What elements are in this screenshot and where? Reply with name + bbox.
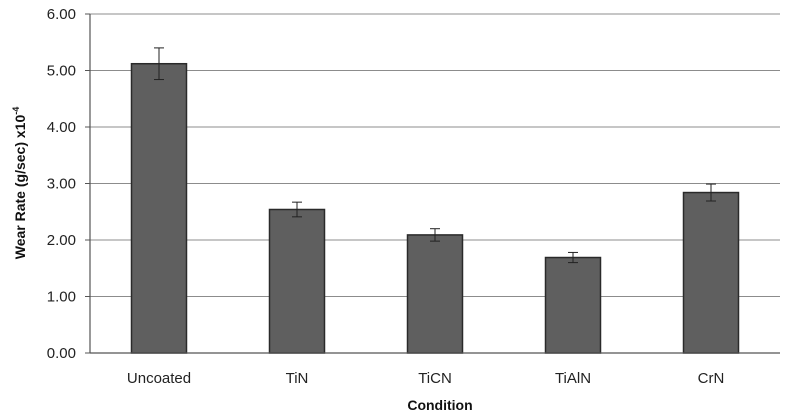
bar-crn xyxy=(682,191,740,354)
y-tick-label: 1.00 xyxy=(47,289,76,306)
y-tick-label: 4.00 xyxy=(47,119,76,136)
x-tick-label: Uncoated xyxy=(127,370,191,387)
y-tick-label: 3.00 xyxy=(47,176,76,193)
y-tick-label: 0.00 xyxy=(47,345,76,362)
bar-uncoated xyxy=(130,62,188,354)
y-tick-labels: 0.00 1.00 2.00 3.00 4.00 5.00 6.00 xyxy=(47,6,90,362)
x-tick-label: TiN xyxy=(286,370,309,387)
bars xyxy=(130,62,740,354)
y-axis-title-exponent: -4 xyxy=(11,107,21,115)
bar-tialn xyxy=(544,256,602,354)
x-axis-title: Condition xyxy=(407,397,472,413)
x-tick-label: TiAlN xyxy=(555,370,591,387)
x-tick-labels: Uncoated TiN TiCN TiAlN CrN xyxy=(127,370,724,387)
y-axis-title-text: Wear Rate (g/sec) x10 xyxy=(12,115,28,260)
bar-ticn xyxy=(406,234,464,354)
gridlines xyxy=(90,13,780,297)
y-tick-label: 2.00 xyxy=(47,232,76,249)
y-axis-title: Wear Rate (g/sec) x10-4 xyxy=(11,107,28,260)
y-tick-label: 5.00 xyxy=(47,63,76,80)
y-tick-label: 6.00 xyxy=(47,6,76,23)
error-bars xyxy=(154,47,716,264)
x-tick-label: CrN xyxy=(698,370,725,387)
bar-tin xyxy=(268,208,326,354)
x-tick-label: TiCN xyxy=(418,370,452,387)
